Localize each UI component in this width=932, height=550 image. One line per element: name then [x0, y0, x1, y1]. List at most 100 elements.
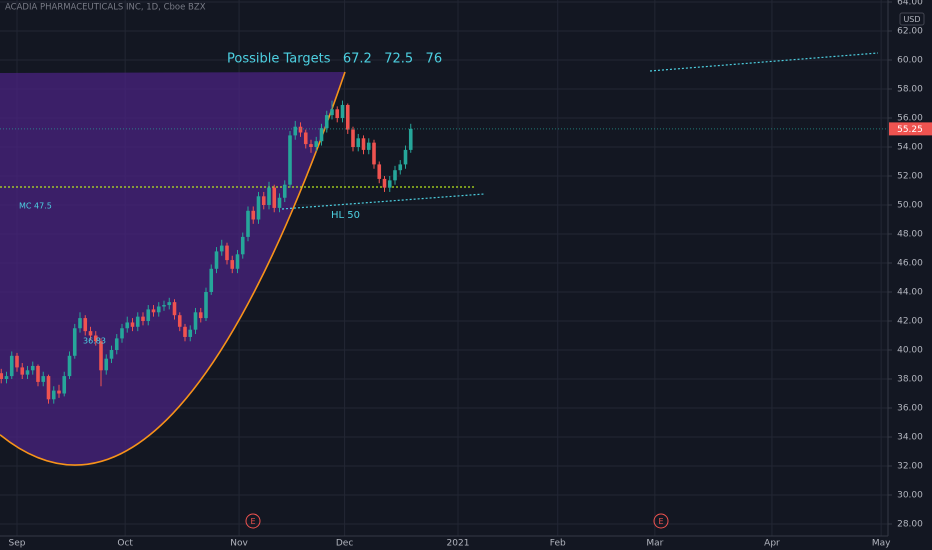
candle-body: [188, 329, 193, 337]
y-tick-label: 30.00: [897, 490, 923, 500]
candle-body: [135, 316, 140, 327]
x-tick-label: Apr: [764, 539, 780, 549]
earnings-marker[interactable]: [653, 513, 669, 529]
y-tick-label: 58.00: [897, 84, 923, 94]
price-axis: [888, 0, 932, 550]
x-tick-label: Dec: [336, 539, 353, 549]
candle-body: [172, 302, 177, 316]
earnings-label[interactable]: E: [250, 517, 255, 526]
candle-body: [261, 196, 266, 205]
hl-annotation: HL 50: [331, 210, 360, 221]
candle-body: [361, 138, 366, 150]
axes: 28.00 30.00 32.00 34.00 36.00 38.00 40.00 42.00…: [9, 0, 932, 549]
candle-body: [0, 373, 4, 379]
candle-body: [398, 164, 403, 171]
candle-body: [309, 144, 313, 147]
candle-body: [393, 170, 397, 181]
candle-body: [36, 365, 40, 382]
candle-body: [256, 196, 261, 220]
candle-body: [366, 142, 371, 150]
candle-body: [267, 187, 271, 205]
earnings-marker[interactable]: [245, 513, 261, 529]
x-tick-label: Feb: [550, 539, 566, 549]
candle-body: [403, 149, 408, 165]
candle-body: [293, 126, 298, 136]
y-tick-label: 44.00: [897, 287, 923, 297]
candle-body: [193, 312, 198, 330]
earnings-label[interactable]: E: [658, 517, 663, 526]
y-tick-label: 36.00: [897, 403, 923, 413]
symbol-title: ACADIA PHARMACEUTICALS INC, 1D, Cboe BZX: [5, 3, 206, 13]
cup-curve: [0, 71, 346, 466]
candle-body: [235, 254, 240, 269]
y-tick-label: 28.00: [897, 519, 923, 529]
y-tick-label: 50.00: [897, 200, 923, 210]
candle-body: [51, 390, 56, 400]
candle-body: [104, 358, 109, 371]
candle-body: [130, 322, 135, 327]
last-price-box: [889, 122, 932, 136]
y-tick-label: 64.00: [897, 0, 923, 8]
candle-body: [146, 309, 151, 321]
candle-body: [324, 115, 329, 129]
last-price-label: 55.25: [897, 125, 923, 135]
candle-body: [387, 180, 392, 188]
candle-body: [25, 370, 30, 375]
candle-body: [246, 210, 250, 237]
candle-body: [88, 331, 93, 336]
candle-body: [4, 376, 9, 379]
targets-annotation: Possible Targets 67.2 72.5 76: [227, 52, 442, 67]
candle-body: [67, 355, 72, 377]
candle-body: [340, 104, 345, 118]
candle-body: [109, 349, 114, 359]
y-tick-label: 62.00: [897, 27, 923, 37]
candle-body: [382, 178, 387, 188]
candle-body: [72, 328, 77, 356]
candle-body: [319, 128, 324, 142]
candle-body: [335, 109, 340, 118]
candle-body: [225, 245, 229, 261]
candle-body: [15, 355, 19, 368]
cup-region: [0, 72, 345, 466]
candle-body: [162, 305, 166, 307]
candle-body: [288, 135, 292, 185]
candles: [0, 100, 888, 404]
x-tick-label: Oct: [117, 539, 133, 549]
y-tick-label: 46.00: [897, 258, 923, 268]
candle-body: [46, 376, 51, 400]
candle-body: [298, 126, 303, 133]
y-tick-label: 40.00: [897, 345, 923, 355]
candle-body: [93, 335, 98, 342]
candle-body: [41, 376, 46, 382]
candle-body: [99, 341, 103, 371]
candle-body: [372, 142, 376, 165]
currency-box: [899, 12, 925, 26]
candle-body: [177, 315, 182, 327]
candle-body: [78, 318, 82, 329]
candle-body: [9, 355, 14, 377]
candle-body: [209, 268, 214, 292]
candle-body: [62, 376, 67, 394]
candle-body: [125, 322, 130, 329]
mc-annotation: MC 47.5: [19, 202, 52, 211]
candle-body: [57, 390, 61, 394]
candle-body: [141, 316, 145, 321]
y-tick-label: 48.00: [897, 229, 923, 239]
candle-body: [282, 184, 287, 198]
candle-body: [408, 128, 413, 150]
candle-body: [330, 109, 334, 116]
hl-trendline: [281, 193, 485, 210]
candle-body: [277, 197, 282, 208]
y-tick-label: 38.00: [897, 374, 923, 384]
candle-body: [230, 260, 235, 269]
x-tick-label: Mar: [646, 539, 663, 549]
y-tick-label: 60.00: [897, 56, 923, 66]
candle-body: [198, 312, 203, 319]
candle-body: [240, 236, 245, 255]
y-tick-label: 56.00: [897, 113, 923, 123]
candle-body: [345, 104, 350, 130]
candle-body: [120, 328, 124, 339]
x-tick-label: Nov: [230, 539, 248, 549]
candle-body: [314, 141, 319, 147]
candle-body: [151, 309, 156, 313]
